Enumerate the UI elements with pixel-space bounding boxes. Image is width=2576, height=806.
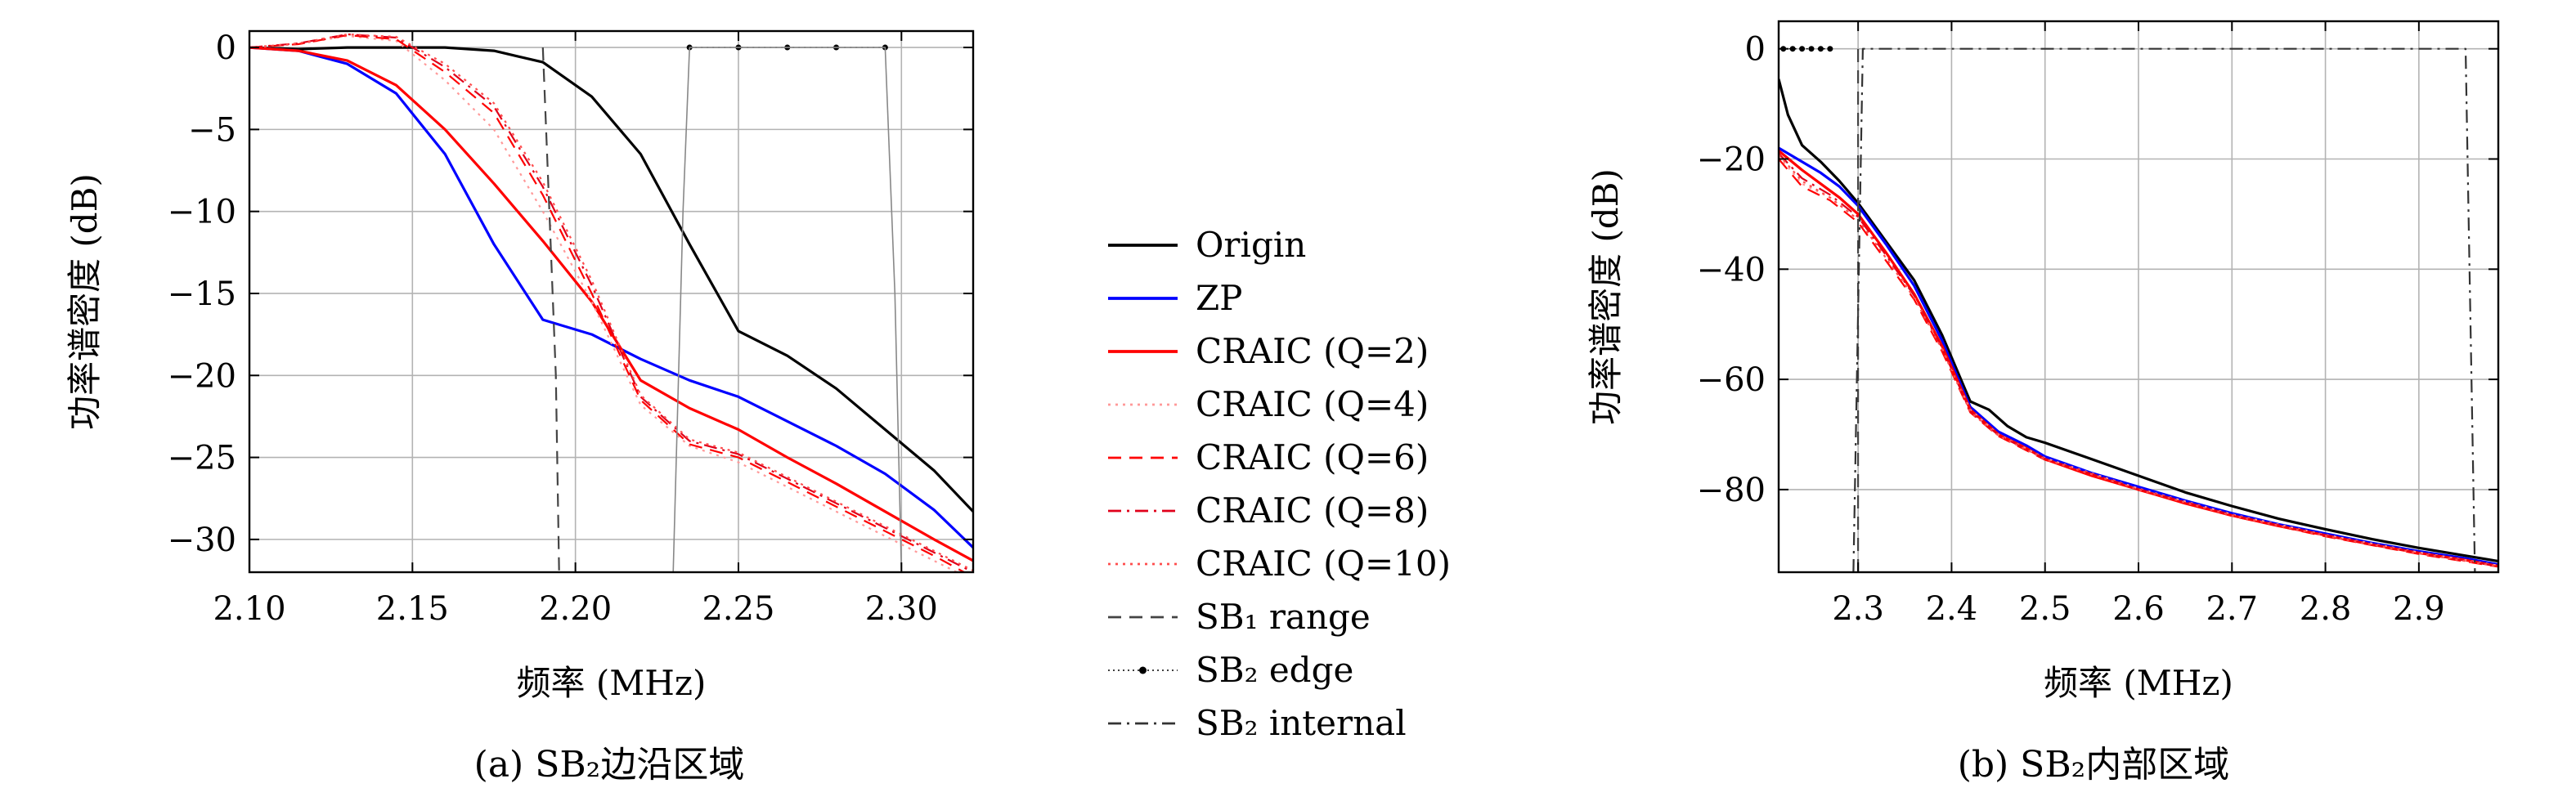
x-axis-label: 频率 (MHz) — [2044, 663, 2233, 703]
series-marker — [1808, 46, 1815, 52]
x-tick-label: 2.5 — [2019, 590, 2071, 628]
y-axis-label: 功率谱密度 (dB) — [65, 173, 105, 430]
series-line — [249, 46, 973, 513]
x-tick-label: 2.6 — [2112, 590, 2165, 628]
series-marker — [1827, 46, 1833, 52]
legend-label: SB₁ range — [1196, 597, 1371, 637]
legend-label: ZP — [1196, 278, 1242, 318]
y-axis-label: 功率谱密度 (dB) — [1586, 168, 1626, 425]
legend-item: SB₂ internal — [1108, 703, 1407, 743]
x-tick-label: 2.9 — [2393, 590, 2445, 628]
plot-frame — [248, 29, 975, 574]
y-tick-label: −30 — [168, 522, 236, 559]
series-line — [672, 47, 903, 572]
y-tick-label: −15 — [168, 275, 236, 313]
x-axis-label: 频率 (MHz) — [517, 663, 707, 703]
x-tick-label: 2.25 — [702, 590, 774, 628]
series-group — [1779, 46, 2498, 572]
legend-label: CRAIC (Q=8) — [1196, 490, 1429, 531]
legend-item: SB₂ edge — [1108, 650, 1353, 690]
series-line — [541, 47, 560, 572]
series-line — [1779, 78, 2498, 563]
legend-item: CRAIC (Q=8) — [1108, 490, 1429, 531]
y-tick-label: −40 — [1697, 251, 1766, 289]
x-tick-label: 2.10 — [213, 590, 285, 628]
legend-item: ZP — [1108, 278, 1242, 318]
y-tick-label: −25 — [168, 440, 236, 477]
legend-item: CRAIC (Q=4) — [1108, 384, 1429, 424]
series-line — [1779, 153, 2498, 567]
series-marker — [1789, 46, 1796, 52]
legend-item: CRAIC (Q=6) — [1108, 437, 1429, 477]
series-group — [249, 33, 973, 572]
legend-label: CRAIC (Q=4) — [1196, 384, 1429, 424]
series-line — [1852, 47, 2476, 572]
series-line — [249, 46, 973, 562]
chart-legend: Origin ZP CRAIC (Q=2) CRAIC (Q=4) CRAIC (Q=6… — [1108, 225, 1451, 743]
legend-label: CRAIC (Q=6) — [1196, 437, 1429, 477]
legend-label: CRAIC (Q=10) — [1196, 544, 1451, 584]
x-tick-label: 2.7 — [2206, 590, 2258, 628]
series-marker — [1817, 46, 1824, 52]
legend-label: CRAIC (Q=2) — [1196, 331, 1429, 371]
chart-panel-b: 2.3 2.4 2.5 2.6 2.7 2.8 2.9 0 −20 −40 −60 −80 频率 (MH… — [1586, 20, 2500, 786]
series-line — [249, 46, 973, 549]
series-line — [249, 33, 973, 572]
legend-item: CRAIC (Q=10) — [1108, 544, 1451, 584]
y-tick-label: −10 — [168, 194, 236, 231]
y-tick-label: −20 — [168, 357, 236, 395]
x-tick-label: 2.8 — [2300, 590, 2352, 628]
panel-caption: (a) SB₂边沿区域 — [474, 744, 745, 786]
y-tick-label: −20 — [1697, 141, 1766, 179]
legend-marker — [1139, 666, 1147, 674]
panel-caption: (b) SB₂内部区域 — [1958, 744, 2230, 786]
y-tick-label: 0 — [216, 29, 236, 67]
series-line — [249, 34, 967, 572]
x-tick-label: 2.20 — [539, 590, 612, 628]
legend-label: SB₂ edge — [1196, 650, 1353, 690]
chart-panel-a: 2.10 2.15 2.20 2.25 2.30 0 −5 −10 −15 −20 −25 −30 频率… — [65, 29, 975, 786]
x-tick-label: 2.4 — [1926, 590, 1978, 628]
y-tick-label: −5 — [188, 111, 236, 149]
x-tick-label: 2.3 — [1832, 590, 1884, 628]
series-marker — [1799, 46, 1806, 52]
y-tick-label: −80 — [1697, 472, 1766, 509]
y-tick-label: 0 — [1745, 31, 1766, 69]
legend-item: SB₁ range — [1108, 597, 1371, 637]
legend-item: CRAIC (Q=2) — [1108, 331, 1429, 371]
x-tick-label: 2.30 — [865, 590, 938, 628]
legend-label: SB₂ internal — [1196, 703, 1407, 743]
series-line — [249, 33, 973, 571]
x-tick-label: 2.15 — [376, 590, 449, 628]
y-tick-label: −60 — [1697, 361, 1766, 399]
legend-label: Origin — [1196, 225, 1306, 265]
legend-item: Origin — [1108, 225, 1306, 265]
